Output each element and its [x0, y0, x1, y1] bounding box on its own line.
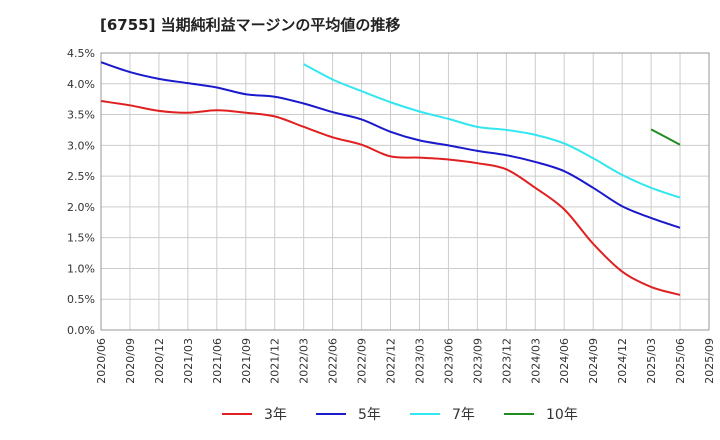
- series-layer: [100, 61, 681, 296]
- x-tick-label: 2023/09: [471, 338, 484, 384]
- x-tick-label: 2022/12: [385, 338, 398, 384]
- x-tick-label: 2024/09: [587, 338, 600, 384]
- y-tick-label: 2.0%: [67, 201, 95, 214]
- chart-title: [6755] 当期純利益マージンの平均値の推移: [100, 16, 401, 34]
- legend-label-7年: 7年: [452, 407, 475, 423]
- legend-layer: 3年 5年 7年 10年: [222, 407, 578, 423]
- x-tick-label: 2022/03: [298, 338, 311, 384]
- axis-layer: 0.0% 0.5% 1.0% 1.5% 2.0% 2.5% 3.0% 3.5% 4.0% 4.5%…: [67, 47, 716, 384]
- x-tick-label: 2024/03: [529, 338, 542, 384]
- series-line-5年: [100, 61, 681, 229]
- x-tick-label: 2021/06: [211, 338, 224, 384]
- legend-label-10年: 10年: [546, 407, 578, 423]
- x-tick-label: 2020/12: [153, 338, 166, 384]
- series-line-3年: [100, 100, 681, 296]
- y-tick-label: 4.5%: [67, 47, 95, 60]
- grid-layer: [100, 52, 710, 331]
- x-tick-label: 2025/03: [645, 338, 658, 384]
- series-line-10年: [650, 128, 681, 146]
- x-tick-label: 2022/09: [356, 338, 369, 384]
- y-tick-label: 1.0%: [67, 262, 95, 275]
- x-tick-label: 2023/06: [442, 338, 455, 384]
- y-tick-label: 0.0%: [67, 324, 95, 337]
- x-tick-label: 2025/09: [703, 338, 716, 384]
- y-tick-label: 3.0%: [67, 139, 95, 152]
- x-tick-label: 2021/09: [240, 338, 253, 384]
- y-tick-label: 3.5%: [67, 109, 95, 122]
- legend-label-5年: 5年: [358, 407, 381, 423]
- legend-label-3年: 3年: [264, 407, 287, 423]
- y-tick-label: 0.5%: [67, 293, 95, 306]
- x-tick-label: 2020/09: [124, 338, 137, 384]
- x-tick-label: 2021/12: [269, 338, 282, 384]
- y-tick-label: 1.5%: [67, 232, 95, 245]
- x-tick-label: 2022/06: [327, 338, 340, 384]
- plot-area: [100, 52, 710, 331]
- x-tick-label: 2025/06: [674, 338, 687, 384]
- x-tick-label: 2023/03: [413, 338, 426, 384]
- x-tick-label: 2021/03: [182, 338, 195, 384]
- series-line-7年: [303, 63, 681, 199]
- x-tick-label: 2024/06: [558, 338, 571, 384]
- x-tick-label: 2020/06: [95, 338, 108, 384]
- y-tick-label: 2.5%: [67, 170, 95, 183]
- x-tick-label: 2023/12: [500, 338, 513, 384]
- x-tick-label: 2024/12: [616, 338, 629, 384]
- y-tick-label: 4.0%: [67, 78, 95, 91]
